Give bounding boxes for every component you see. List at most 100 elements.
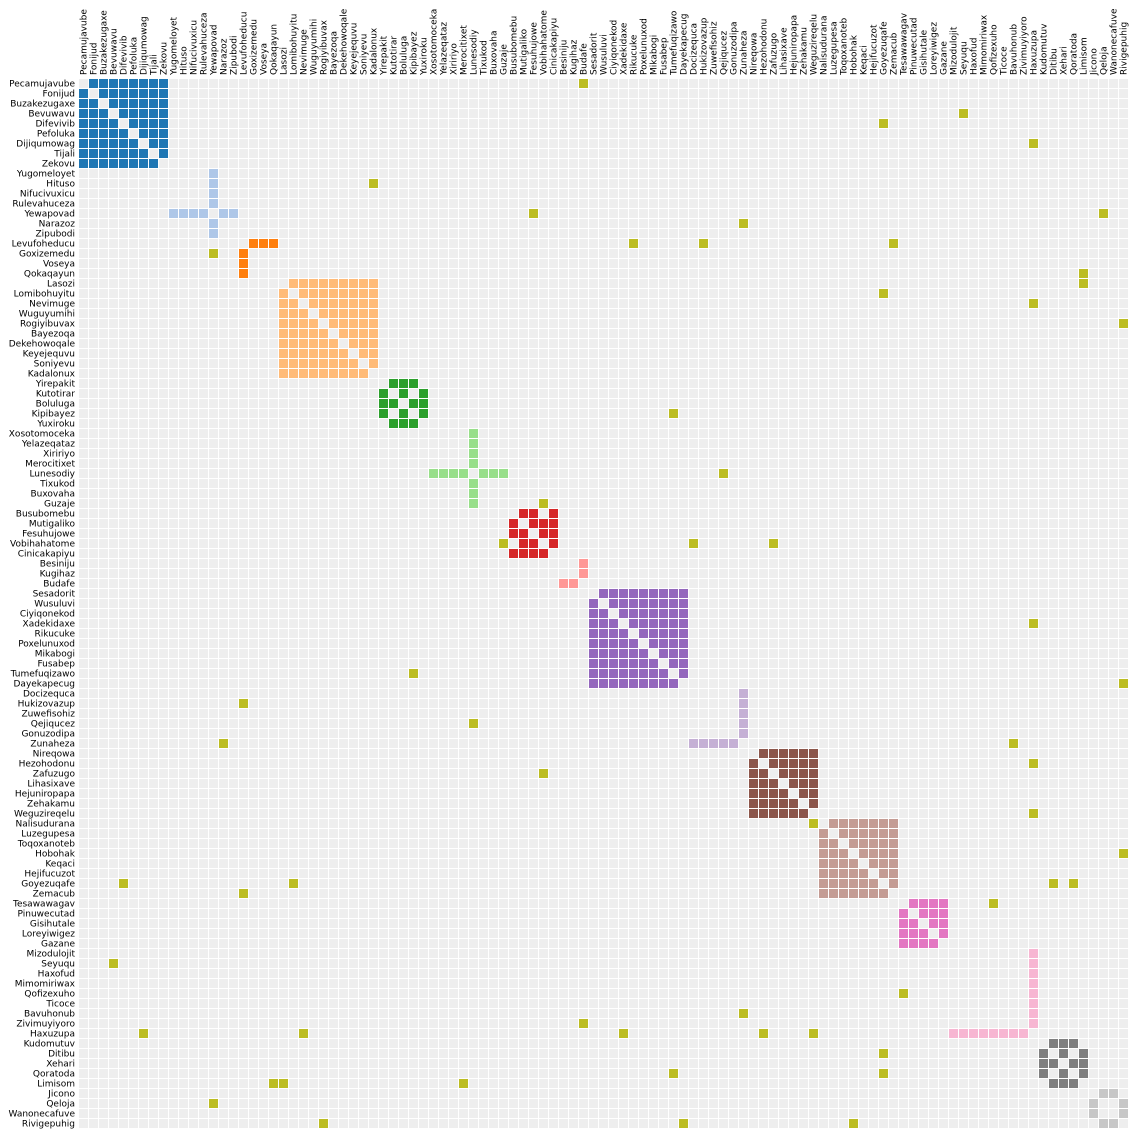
- matrix-cell-empty: [1019, 319, 1028, 328]
- matrix-cell-empty: [899, 259, 908, 268]
- matrix-cell-empty: [419, 379, 428, 388]
- matrix-cell-empty: [719, 449, 728, 458]
- matrix-cell-empty: [309, 379, 318, 388]
- matrix-cell-empty: [1059, 409, 1068, 418]
- matrix-cell-empty: [1029, 409, 1038, 418]
- matrix-cell-empty: [529, 429, 538, 438]
- matrix-cell-empty: [739, 199, 748, 208]
- matrix-cell-empty: [259, 89, 268, 98]
- matrix-cell-empty: [909, 79, 918, 88]
- matrix-cell-empty: [1119, 169, 1128, 178]
- matrix-cell-empty: [959, 469, 968, 478]
- matrix-cell-empty: [859, 359, 868, 368]
- matrix-cell-empty: [1059, 439, 1068, 448]
- matrix-cell-empty: [779, 529, 788, 538]
- matrix-cell-empty: [129, 539, 138, 548]
- matrix-cell-empty: [1039, 209, 1048, 218]
- matrix-cell-empty: [269, 189, 278, 198]
- matrix-cell-empty: [969, 109, 978, 118]
- matrix-cell-empty: [379, 299, 388, 308]
- matrix-cell-link: [629, 239, 638, 248]
- matrix-cell-empty: [579, 159, 588, 168]
- matrix-cell-empty: [119, 429, 128, 438]
- matrix-cell-empty: [329, 239, 338, 248]
- matrix-cell-empty: [999, 459, 1008, 468]
- matrix-cell-empty: [659, 249, 668, 258]
- matrix-cell-empty: [359, 239, 368, 248]
- matrix-cell-empty: [599, 319, 608, 328]
- matrix-cell-empty: [209, 159, 218, 168]
- matrix-cell-empty: [629, 269, 638, 278]
- matrix-cell-empty: [1099, 529, 1108, 538]
- matrix-cell-empty: [749, 399, 758, 408]
- matrix-cell-empty: [999, 319, 1008, 328]
- matrix-cell-empty: [139, 499, 148, 508]
- matrix-cell-empty: [469, 299, 478, 308]
- matrix-cell-empty: [589, 89, 598, 98]
- matrix-cell-empty: [989, 149, 998, 158]
- matrix-cell-empty: [589, 239, 598, 248]
- matrix-cell-empty: [789, 159, 798, 168]
- matrix-cell-empty: [379, 329, 388, 338]
- matrix-cell-empty: [179, 299, 188, 308]
- matrix-cell-empty: [89, 509, 98, 518]
- matrix-cell-empty: [739, 299, 748, 308]
- matrix-cell-empty: [419, 329, 428, 338]
- matrix-cell-empty: [879, 529, 888, 538]
- matrix-cell-empty: [849, 109, 858, 118]
- matrix-cell-empty: [989, 519, 998, 528]
- matrix-cell-empty: [1069, 339, 1078, 348]
- matrix-cell-empty: [499, 329, 508, 338]
- matrix-cell-empty: [489, 459, 498, 468]
- matrix-cell-empty: [829, 499, 838, 508]
- matrix-cell-empty: [1109, 109, 1118, 118]
- matrix-cell-empty: [199, 249, 208, 258]
- matrix-cell-empty: [859, 409, 868, 418]
- matrix-cell-empty: [239, 109, 248, 118]
- matrix-cell-empty: [1059, 299, 1068, 308]
- matrix-cell-empty: [369, 419, 378, 428]
- matrix-cell-empty: [1019, 109, 1028, 118]
- matrix-cell-empty: [399, 369, 408, 378]
- matrix-cell-empty: [709, 369, 718, 378]
- matrix-cell-empty: [199, 339, 208, 348]
- matrix-cell-empty: [1069, 379, 1078, 388]
- matrix-cell-empty: [619, 429, 628, 438]
- matrix-cell-empty: [949, 179, 958, 188]
- matrix-cell-empty: [129, 129, 138, 138]
- matrix-cell-empty: [769, 159, 778, 168]
- matrix-cell-empty: [629, 219, 638, 228]
- matrix-cell-empty: [539, 539, 548, 548]
- matrix-cell-empty: [859, 519, 868, 528]
- matrix-cell-empty: [829, 339, 838, 348]
- matrix-cell-empty: [739, 509, 748, 518]
- matrix-cell-empty: [499, 459, 508, 468]
- matrix-cell-empty: [459, 379, 468, 388]
- matrix-cell-empty: [659, 439, 668, 448]
- matrix-cell-empty: [889, 489, 898, 498]
- matrix-cell-empty: [789, 249, 798, 258]
- matrix-cell-empty: [829, 79, 838, 88]
- matrix-cell-link: [579, 79, 588, 88]
- matrix-cell-empty: [689, 229, 698, 238]
- matrix-cell-empty: [339, 209, 348, 218]
- matrix-cell-empty: [849, 229, 858, 238]
- matrix-cell-empty: [319, 459, 328, 468]
- matrix-cell-empty: [409, 309, 418, 318]
- matrix-cell-empty: [249, 429, 258, 438]
- matrix-cell-empty: [709, 259, 718, 268]
- matrix-cell-empty: [1049, 199, 1058, 208]
- matrix-cell-empty: [359, 449, 368, 458]
- matrix-cell-empty: [559, 109, 568, 118]
- matrix-cell-empty: [779, 479, 788, 488]
- matrix-cell-empty: [509, 209, 518, 218]
- matrix-cell-empty: [989, 499, 998, 508]
- matrix-cell-empty: [289, 239, 298, 248]
- matrix-cell-empty: [289, 229, 298, 238]
- matrix-cell-empty: [79, 399, 88, 408]
- matrix-cell-empty: [649, 109, 658, 118]
- matrix-cell-empty: [899, 369, 908, 378]
- matrix-cell-empty: [1109, 419, 1118, 428]
- matrix-cell-empty: [369, 369, 378, 378]
- matrix-cell-empty: [99, 339, 108, 348]
